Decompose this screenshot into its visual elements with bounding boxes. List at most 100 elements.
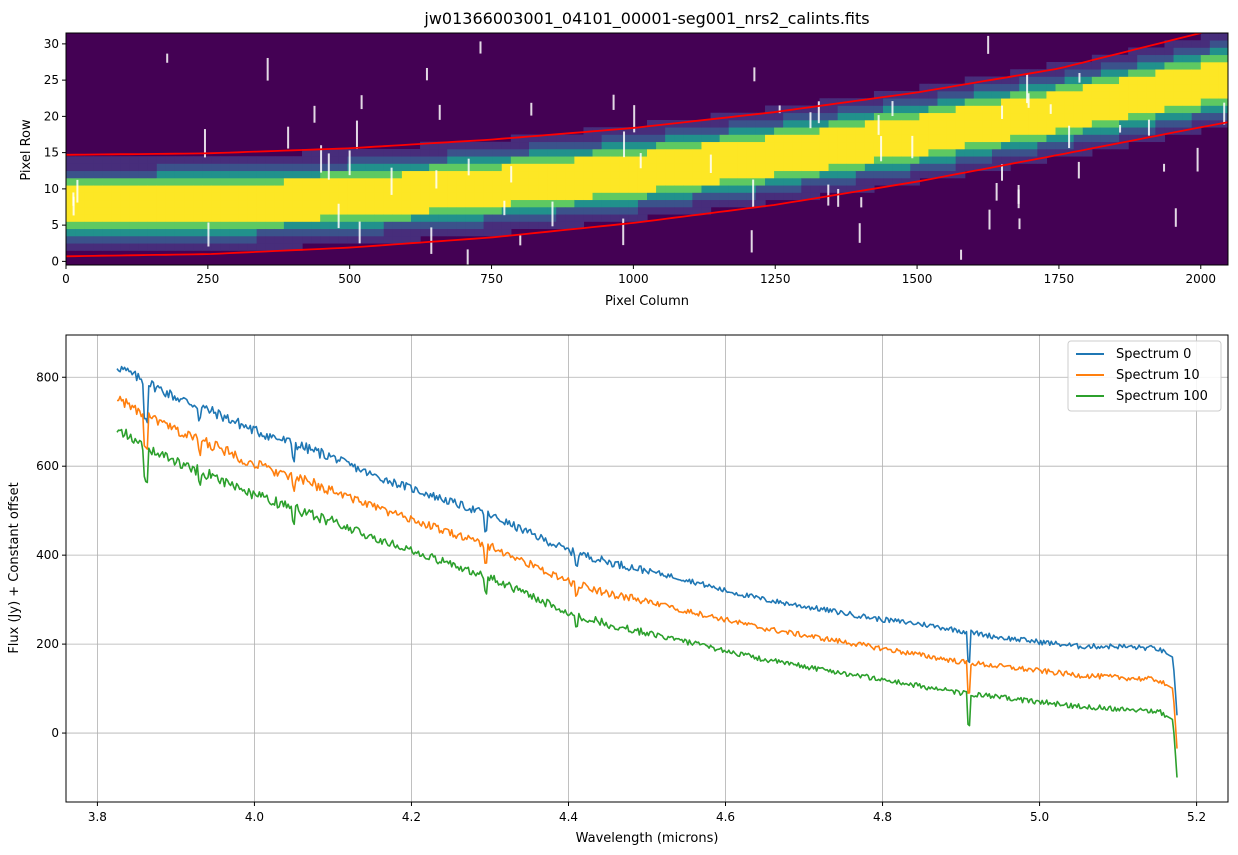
image-pixel-block [973,112,984,121]
image-pixel-block [592,156,603,164]
hot-pixel [1174,208,1177,227]
image-pixel-block [66,207,76,215]
image-pixel-block [1091,69,1102,77]
image-pixel-block [1218,33,1228,41]
image-pixel-block [1046,127,1057,135]
hot-pixel [207,222,210,247]
image-pixel-block [184,214,194,222]
image-pixel-block [1146,54,1156,63]
image-pixel-block [973,156,984,164]
image-pixel-block [828,178,839,186]
image-pixel-block [1064,69,1075,77]
image-pixel-block [601,192,612,201]
image-pixel-block [193,236,203,244]
image-pixel-block [765,141,775,150]
image-pixel-block [193,214,203,222]
image-pixel-block [1155,69,1166,77]
image-pixel-block [1046,83,1057,92]
image-pixel-block [129,163,140,172]
image-pixel-block [93,156,103,164]
image-pixel-block [456,141,467,150]
image-pixel-block [492,199,503,208]
image-pixel-block [1037,127,1048,135]
image-pixel-block [1173,62,1184,70]
image-pixel-block [120,192,131,201]
image-pixel-block [892,163,902,172]
image-pixel-block [828,170,839,179]
image-pixel-block [256,178,267,186]
image-pixel-block [102,163,112,172]
image-pixel-block [229,199,240,208]
image-pixel-block [356,199,367,208]
image-pixel-block [946,141,957,150]
image-pixel-block [165,221,176,230]
image-pixel-block [828,98,839,106]
image-pixel-block [528,221,539,230]
image-pixel-block [401,207,412,215]
image-pixel-block [338,163,349,172]
image-pixel-block [429,214,439,222]
image-pixel-block [510,170,521,179]
image-pixel-block [283,221,294,230]
image-pixel-block [438,199,448,208]
image-pixel-block [610,207,621,215]
image-pixel-block [519,192,530,201]
spectrum-xtick-label: 4.2 [402,810,421,824]
image-pixel-block [601,134,612,143]
image-pixel-block [438,156,448,164]
image-pixel-block [265,207,276,215]
image-pixel-block [120,156,131,164]
image-pixel-block [1164,62,1175,70]
hot-pixel [355,120,358,150]
image-pixel-block [1109,112,1120,121]
image-pixel-block [901,170,911,179]
image-xtick-label: 1750 [1044,272,1075,286]
image-pixel-block [410,192,421,201]
image-pixel-block [374,192,385,201]
image-pixel-block [1073,62,1084,70]
image-pixel-block [828,112,839,121]
image-pixel-block [66,199,76,208]
hot-pixel [519,235,522,246]
image-pixel-block [883,170,893,179]
image-pixel-block [111,156,122,164]
image-pixel-block [710,185,721,193]
image-pixel-block [910,105,920,114]
image-pixel-block [1055,141,1066,150]
spectrum-frame [65,334,1229,803]
image-pixel-block [75,243,85,251]
image-pixel-block [302,236,312,244]
image-pixel-block [964,91,975,99]
image-pixel-block [1137,76,1147,85]
image-pixel-block [420,156,430,164]
image-pixel-block [265,156,276,164]
image-pixel-block [1100,134,1111,143]
image-pixel-block [883,112,893,121]
image-pixel-block [774,112,784,121]
image-pixel-block [728,170,739,179]
image-pixel-block [538,207,548,215]
image-pixel-block [147,236,158,244]
image-pixel-block [1082,83,1093,92]
image-pixel-block [1146,76,1156,85]
image-pixel-block [765,134,775,143]
image-pixel-block [765,112,775,121]
image-pixel-block [565,178,575,186]
image-pixel-block [1055,134,1066,143]
image-pixel-block [864,112,875,121]
image-pixel-block [665,163,675,172]
image-pixel-block [383,149,394,157]
image-pixel-block [701,149,712,157]
image-pixel-block [973,98,984,106]
image-pixel-block [755,127,766,135]
image-pixel-block [982,120,993,128]
image-pixel-block [1001,76,1011,85]
image-pixel-block [302,163,312,172]
image-pixel-block [238,163,249,172]
image-pixel-block [211,243,221,251]
image-pixel-block [674,170,684,179]
image-pixel-block [837,185,848,193]
image-pixel-block [292,185,303,193]
image-pixel-block [392,221,403,230]
image-pixel-block [147,156,158,164]
